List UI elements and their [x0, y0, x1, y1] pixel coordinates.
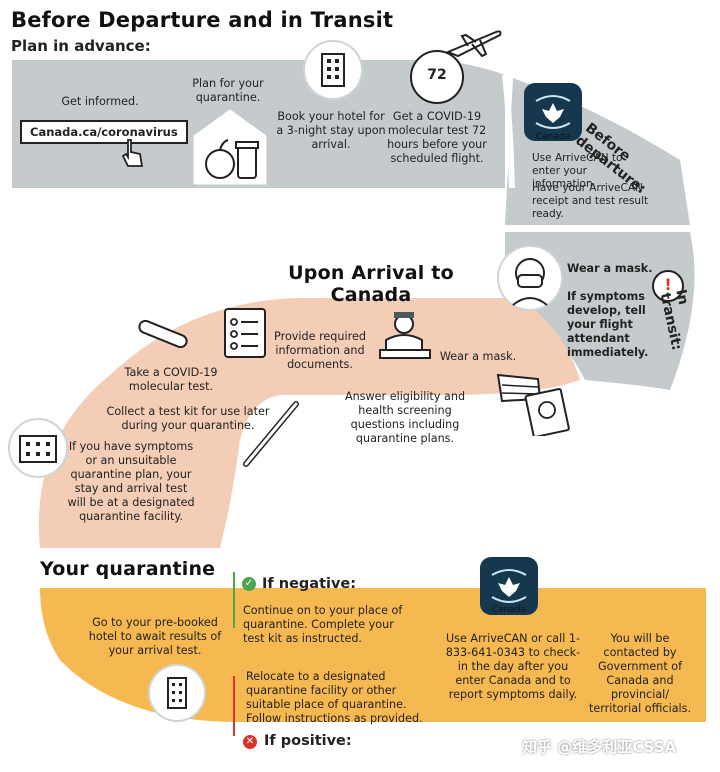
passport-icon: [524, 388, 570, 436]
badge-72: 72: [427, 67, 447, 83]
negative-text: Continue on to your place of quarantine.…: [243, 604, 403, 645]
facility-icon-circle: [8, 418, 68, 478]
wear-mask-arrival-text: Wear a mask.: [439, 350, 517, 363]
quarantine-hotel-icon: [148, 664, 206, 722]
if-negative-label: If negative:: [262, 576, 357, 592]
page-title: Before Departure and in Transit: [11, 8, 394, 32]
hotel-icon: [321, 53, 345, 87]
orange-band: [40, 588, 706, 722]
swab-icon: [243, 401, 299, 467]
mask-face-icon: [512, 258, 548, 306]
your-quarantine-title: Your quarantine: [40, 558, 216, 580]
contacted-text: You will be contacted by Government of C…: [588, 632, 692, 715]
hotel-icon-circle: [303, 40, 363, 100]
x-icon: ✕: [243, 735, 257, 749]
house-food-icon: [193, 109, 267, 185]
get-informed-text: Get informed.: [61, 95, 139, 108]
arrivecan-app-icon-quarantine: [480, 557, 538, 615]
plan-quarantine-text: Plan for your quarantine.: [192, 77, 264, 104]
go-to-hotel-text: Go to your pre-booked hotel to await res…: [88, 616, 222, 657]
plan-in-advance-heading: Plan in advance:: [11, 37, 151, 55]
use-arrivecan-text: Use ArriveCAN to enter your information.: [532, 152, 623, 190]
airplane-icon: [446, 30, 502, 58]
arrivecan-call-text: Use ArriveCAN or call 1-833-641-0343 to …: [445, 632, 581, 701]
alert-icon: !: [652, 270, 684, 302]
peach-band: [38, 298, 580, 548]
provide-docs-text: Provide required information and documen…: [274, 330, 366, 371]
test-tube-icon: [138, 319, 188, 349]
wear-mask-transit-text: Wear a mask.: [567, 262, 653, 275]
collect-kit-text: Collect a test kit for use later during …: [106, 405, 270, 432]
arrivecan-app-icon: [524, 83, 582, 141]
upon-arrival-title: Upon Arrival to Canada: [288, 262, 454, 306]
covid-test-72-text: Get a COVID-19 molecular test 72 hours b…: [387, 110, 487, 165]
if-positive-label: If positive:: [264, 733, 352, 749]
take-test-text: Take a COVID-19 molecular test.: [124, 366, 218, 393]
watermark: 知乎 @维多利亚CSSA: [522, 738, 677, 756]
website-link[interactable]: Canada.ca/coronavirus: [20, 120, 188, 144]
symptoms-transit-text: If symptoms develop, tell your flight at…: [567, 290, 649, 359]
positive-divider: [233, 676, 235, 736]
arrivecan-label: Canada: [535, 132, 571, 142]
if-symptoms-text: If you have symptoms or an unsuitable qu…: [67, 440, 195, 523]
pointer-hand-icon: [121, 139, 144, 167]
have-receipt-text: Have your ArriveCAN receipt and test res…: [532, 182, 649, 220]
border-officer-icon: [379, 312, 431, 359]
book-hotel-text: Book your hotel for a 3-night stay upon …: [276, 110, 386, 151]
check-icon: ✓: [242, 577, 256, 591]
checklist-icon: [224, 308, 266, 358]
clock-72-icon: 72: [410, 50, 464, 104]
mask-face-icon-circle: [497, 245, 563, 311]
positive-text: Relocate to a designated quarantine faci…: [246, 670, 423, 725]
negative-divider: [233, 572, 235, 628]
facility-icon: [19, 435, 57, 463]
arrivecan-label-quarantine: Canada: [491, 605, 527, 615]
answer-eligibility-text: Answer eligibility and health screening …: [344, 390, 466, 445]
